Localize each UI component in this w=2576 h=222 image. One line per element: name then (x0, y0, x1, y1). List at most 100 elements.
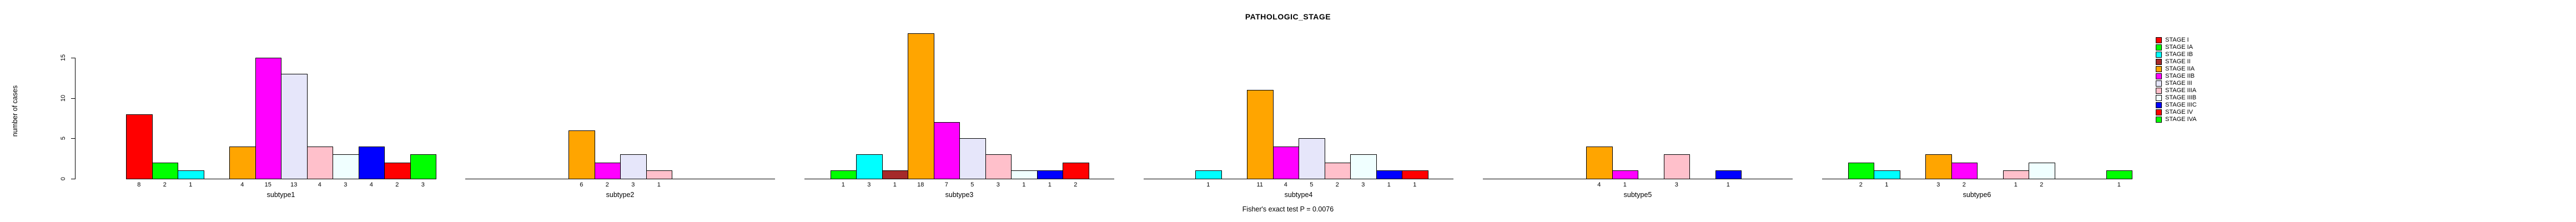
bar-subtype1-stage-iv (384, 162, 411, 179)
legend-entry: STAGE IIIC (2156, 102, 2197, 109)
legend-entry: STAGE IA (2156, 44, 2197, 51)
bar-count-label: 3 (996, 181, 1000, 188)
bar-count-label: 8 (137, 181, 141, 188)
legend-swatch (2156, 109, 2162, 115)
subplot-label: subtype6 (1963, 191, 1991, 199)
subplot-label: subtype5 (1623, 191, 1652, 199)
legend-entry-label: STAGE IIB (2165, 73, 2195, 79)
bar-count-label: 1 (1726, 181, 1730, 188)
bar-count-label: 1 (189, 181, 193, 188)
y-axis-tick-label: 10 (60, 94, 67, 102)
bar-count-label: 1 (893, 181, 897, 188)
bar-count-label: 1 (1022, 181, 1026, 188)
bar-subtype4-stage-iiib (1350, 154, 1377, 179)
y-axis-tick-label: 5 (60, 137, 67, 140)
bar-count-label: 2 (395, 181, 399, 188)
legend-swatch (2156, 59, 2162, 65)
bar-subtype2-stage-iia (568, 130, 595, 179)
bar-count-label: 2 (605, 181, 609, 188)
bar-subtype3-stage-iib (933, 122, 960, 179)
legend-entry: STAGE IIB (2156, 73, 2197, 80)
bar-subtype3-stage-iiib (1011, 170, 1038, 179)
fisher-test-note: Fisher's exact test P = 0.0076 (1242, 205, 1334, 213)
bar-count-label: 2 (1962, 181, 1966, 188)
legend-entry: STAGE IIIB (2156, 94, 2197, 102)
bar-subtype1-stage-ia (152, 162, 178, 179)
bar-subtype2-stage-iii (620, 154, 647, 179)
legend-entry: STAGE IVA (2156, 116, 2197, 123)
subplot-label: subtype2 (606, 191, 635, 199)
bar-subtype6-stage-iva (2106, 170, 2132, 179)
bar-subtype1-stage-i (126, 114, 153, 179)
bar-subtype5-stage-iia (1586, 146, 1613, 179)
bar-subtype6-stage-iia (1925, 154, 1952, 179)
bar-subtype3-stage-iia (908, 33, 934, 179)
bar-count-label: 13 (290, 181, 298, 188)
bar-count-label: 1 (657, 181, 661, 188)
legend-swatch (2156, 37, 2162, 43)
bar-subtype5-stage-iiic (1715, 170, 1742, 179)
legend-entry-label: STAGE IIIA (2165, 87, 2197, 94)
subplot-label: subtype1 (266, 191, 295, 199)
bar-subtype6-stage-iib (1951, 162, 1978, 179)
bar-count-label: 5 (970, 181, 974, 188)
bar-count-label: 1 (1885, 181, 1889, 188)
bar-count-label: 4 (1597, 181, 1601, 188)
legend-swatch (2156, 88, 2162, 94)
bar-count-label: 3 (1936, 181, 1940, 188)
legend-swatch (2156, 80, 2162, 87)
y-axis-tick-label: 0 (60, 176, 67, 181)
bar-subtype6-stage-iiia (2003, 170, 2029, 179)
bar-subtype4-stage-iiia (1324, 162, 1351, 179)
bar-subtype4-stage-ib (1195, 170, 1222, 179)
legend-entry: STAGE II (2156, 58, 2197, 65)
bar-subtype6-stage-ia (1848, 162, 1874, 179)
bar-subtype5-stage-iib (1612, 170, 1638, 179)
bar-subtype5-stage-iiia (1663, 154, 1690, 179)
legend-swatch (2156, 44, 2162, 51)
legend-swatch (2156, 73, 2162, 79)
bar-count-label: 11 (1256, 181, 1263, 188)
bar-count-label: 5 (1310, 181, 1314, 188)
bar-subtype1-stage-iib (255, 58, 281, 179)
bar-count-label: 1 (2117, 181, 2121, 188)
bar-subtype2-stage-iib (594, 162, 621, 179)
bar-count-label: 1 (841, 181, 845, 188)
bar-subtype1-stage-iiib (333, 154, 359, 179)
legend-swatch (2156, 117, 2162, 123)
bar-count-label: 6 (580, 181, 583, 188)
legend-entry-label: STAGE II (2165, 58, 2191, 65)
legend-entry-label: STAGE IV (2165, 109, 2193, 115)
bar-subtype4-stage-iii (1299, 138, 1325, 179)
y-axis-tick (71, 138, 75, 139)
bar-subtype3-stage-iv (1063, 162, 1089, 179)
legend-swatch (2156, 52, 2162, 58)
legend-entry-label: STAGE IA (2165, 44, 2193, 51)
bar-count-label: 1 (1623, 181, 1627, 188)
bar-subtype4-stage-iv (1402, 170, 1428, 179)
bar-subtype3-stage-ia (830, 170, 857, 179)
legend-entry-label: STAGE III (2165, 80, 2192, 87)
bar-count-label: 2 (2040, 181, 2044, 188)
bar-subtype1-stage-iva (410, 154, 436, 179)
bar-count-label: 4 (240, 181, 244, 188)
bar-subtype3-stage-iii (959, 138, 986, 179)
bar-count-label: 1 (1413, 181, 1417, 188)
bar-subtype6-stage-ib (1874, 170, 1900, 179)
legend: STAGE I STAGE IA STAGE IB STAGE II STAGE IIA… (2156, 37, 2197, 123)
bar-count-label: 3 (421, 181, 425, 188)
bar-count-label: 2 (1859, 181, 1863, 188)
legend-entry-label: STAGE IB (2165, 51, 2193, 58)
legend-swatch (2156, 95, 2162, 101)
bar-count-label: 18 (917, 181, 924, 188)
bar-subtype3-stage-ii (882, 170, 908, 179)
bar-count-label: 2 (1074, 181, 1078, 188)
legend-entry: STAGE IIA (2156, 65, 2197, 73)
bar-count-label: 1 (1387, 181, 1391, 188)
bar-count-label: 1 (2014, 181, 2017, 188)
bar-subtype4-stage-iia (1247, 90, 1274, 179)
subplot-label: subtype3 (945, 191, 974, 199)
legend-entry: STAGE IB (2156, 51, 2197, 58)
y-axis-tick-label: 15 (60, 54, 67, 62)
bar-subtype1-stage-iia (229, 146, 256, 179)
